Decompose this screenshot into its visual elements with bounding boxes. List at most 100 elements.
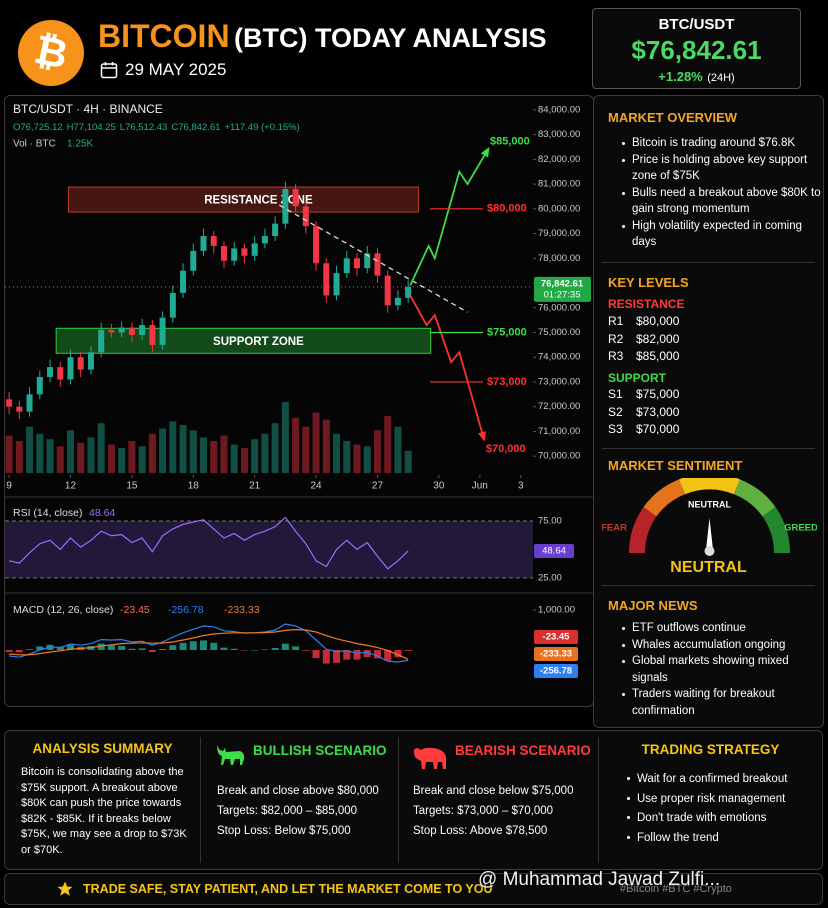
volume-bar	[118, 448, 126, 473]
candle-body	[261, 236, 268, 244]
volume-bar	[302, 426, 310, 473]
candle-body	[67, 357, 74, 380]
volume-bar	[36, 433, 44, 473]
overview-item: Bulls need a breakout above $80K to gain…	[622, 185, 827, 218]
gauge-segment	[733, 479, 776, 517]
bullish-line: Break and close above $80,000	[217, 785, 379, 797]
volume-bar	[230, 444, 238, 473]
trendline	[278, 204, 468, 313]
bearish-line: Stop Loss: Above $78,500	[413, 825, 548, 837]
level-name: R2	[608, 331, 624, 346]
candle-body	[57, 367, 64, 380]
volume-bar	[56, 446, 64, 473]
gauge-label: FEAR	[602, 523, 627, 534]
macd-histogram-bar	[312, 650, 320, 658]
logo-circle	[18, 20, 84, 86]
macd-tag	[534, 630, 578, 644]
volume-bar	[5, 435, 13, 473]
level-row: R3 $85,000	[608, 349, 679, 363]
macd-histogram-bar	[271, 648, 279, 650]
candle-body	[272, 223, 279, 237]
news-item: Traders waiting for breakout confirmatio…	[622, 686, 827, 719]
macd-histogram-bar	[302, 650, 310, 651]
macd-histogram-bar	[15, 650, 23, 653]
candle-body	[313, 226, 320, 264]
divider	[602, 262, 815, 263]
level-row: R2 $82,000	[608, 332, 679, 346]
macd-histogram-bar	[404, 650, 412, 651]
candle-body	[210, 236, 217, 246]
volume-bar	[251, 439, 259, 473]
strategy-item: Don't trade with emotions	[627, 809, 827, 829]
strategy-item: Follow the trend	[627, 829, 827, 849]
volume-bar	[128, 441, 136, 473]
y-tick-label: 1,000.00	[538, 605, 575, 616]
y-tick-label: 80,000.00	[538, 203, 580, 214]
candle-body	[364, 253, 371, 269]
candle-body	[405, 286, 412, 298]
gauge: FEAR NEUTRAL GREED	[602, 478, 817, 556]
y-tick-label: 79,000.00	[538, 228, 580, 239]
projection	[409, 149, 489, 286]
macd-histogram-bar	[148, 650, 156, 652]
x-tick-label: 12	[65, 481, 77, 492]
strategy-list: Wait for a confirmed breakout Use proper …	[625, 770, 827, 848]
volume-bar	[343, 441, 351, 473]
candle-body	[128, 327, 135, 335]
volume-bar	[26, 426, 34, 473]
gauge-label: NEUTRAL	[688, 499, 731, 509]
overview-item: Bitcoin is trading around $76.8K	[622, 135, 827, 152]
level-label: $80,000	[487, 203, 527, 215]
box-title: TRADING STRATEGY	[641, 742, 780, 757]
macd-histogram-bar	[169, 645, 177, 650]
y-tick-label: 73,000.00	[538, 376, 580, 387]
ticker-price: $76,842.61	[631, 35, 762, 65]
volume-bar	[46, 439, 54, 473]
macd-tag-value: -233.33	[540, 649, 572, 660]
macd-histogram-bar	[66, 644, 74, 650]
candle-body	[98, 330, 105, 353]
macd-histogram-bar	[118, 646, 126, 650]
volume-bar	[261, 433, 269, 473]
volume-bar	[87, 437, 95, 473]
level-row: S2 $73,000	[608, 405, 679, 419]
macd-histogram-bar	[230, 648, 238, 650]
macd-histogram-bar	[220, 647, 228, 650]
calendar-icon	[100, 62, 118, 79]
star-icon	[57, 881, 73, 896]
macd-histogram-bar	[261, 649, 269, 650]
candle-body	[77, 357, 84, 370]
volume-bar	[179, 425, 187, 473]
level-row: R1 $80,000	[608, 314, 679, 328]
rsi-title-value: 48.64	[89, 507, 115, 519]
volume-bar	[292, 417, 300, 473]
candle-body	[180, 270, 187, 293]
candle-body	[149, 325, 156, 345]
zone-label: SUPPORT ZONE	[213, 336, 304, 348]
y-tick-label: 75.00	[538, 515, 562, 526]
macd-histogram-bar	[26, 649, 34, 650]
logo: ₿	[18, 20, 84, 86]
level-name: S3	[608, 422, 623, 436]
macd-histogram-bar	[128, 648, 136, 650]
macd-histogram-bar	[251, 650, 259, 651]
macd-histogram-bar	[343, 650, 351, 660]
bull-icon	[217, 745, 245, 765]
candle-body	[302, 206, 309, 227]
arrowhead	[480, 146, 490, 158]
level-value: $73,000	[636, 404, 680, 419]
macd-histogram-bar	[353, 650, 361, 660]
candle-body	[394, 297, 401, 306]
ohlc: O76,725.12 H77,104.25 L76,512.43 C76,842.61…	[13, 122, 300, 133]
level-label: $73,000	[487, 376, 527, 388]
volume-bar	[97, 423, 105, 473]
y-tick-label: 81,000.00	[538, 179, 580, 190]
sentiment-reading: NEUTRAL	[670, 559, 747, 576]
gauge-segment	[678, 478, 741, 495]
gauge-segment	[643, 479, 686, 517]
news-list: ETF outflows continue Whales accumulation…	[620, 620, 827, 719]
macd-title-value: -256.78	[168, 604, 204, 616]
volume-bar	[15, 441, 23, 473]
level-name: S2	[608, 404, 623, 419]
macd-title-value: -233.33	[224, 604, 260, 616]
